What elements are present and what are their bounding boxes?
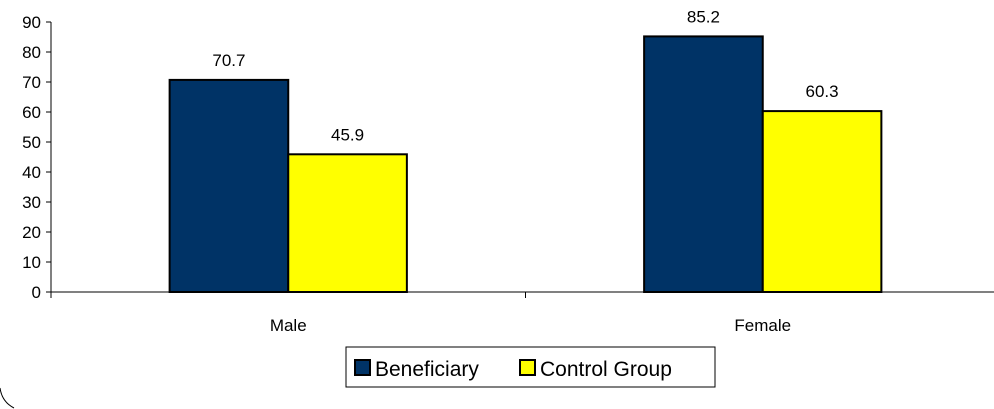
corner-arc-decoration [0, 387, 15, 409]
y-tick-label: 70 [22, 73, 41, 92]
y-tick-label: 30 [22, 193, 41, 212]
legend-swatch [354, 359, 371, 376]
y-tick-label: 50 [22, 133, 41, 152]
legend-swatch [519, 359, 536, 376]
data-label: 85.2 [687, 7, 720, 26]
data-labels-group: 70.7 45.9 85.2 60.3 [212, 7, 838, 144]
data-label: 60.3 [806, 82, 839, 101]
y-tick-label: 0 [32, 283, 41, 302]
y-tick-label: 20 [22, 223, 41, 242]
legend-label: Control Group [540, 358, 672, 381]
data-label: 70.7 [212, 51, 245, 70]
bar-beneficiary-female [643, 35, 764, 294]
bar-control-group-female [761, 110, 883, 293]
x-tick-label: Male [270, 316, 307, 335]
y-tick-label: 10 [22, 253, 41, 272]
y-tick-label: 90 [22, 13, 41, 32]
y-tick-label: 60 [22, 103, 41, 122]
data-label: 45.9 [331, 125, 364, 144]
y-tick-label: 80 [22, 43, 41, 62]
y-tick-label: 40 [22, 163, 41, 182]
legend-label: Beneficiary [375, 358, 479, 381]
bar-beneficiary-male [168, 78, 290, 294]
chart-axes: 0 10 20 30 40 50 60 70 80 90 Male Female [22, 13, 994, 335]
bar-control-group-male [287, 153, 408, 293]
legend: Beneficiary Control Group [345, 346, 716, 388]
bars-group [168, 35, 883, 294]
x-tick-label: Female [734, 316, 791, 335]
